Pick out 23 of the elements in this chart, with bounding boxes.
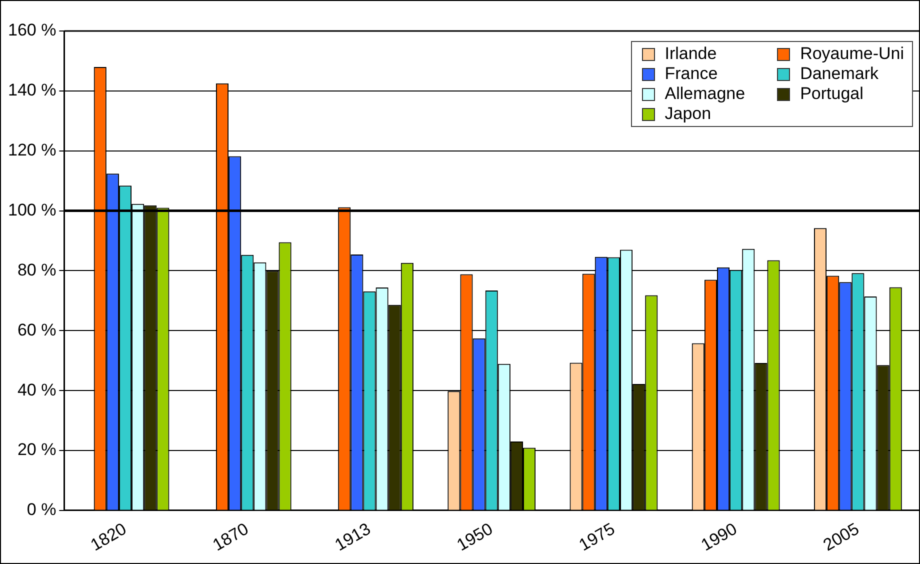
- y-tick-label: 0 %: [26, 500, 56, 520]
- x-tick-label: 1950: [454, 519, 496, 555]
- legend-label: Portugal: [799, 84, 864, 104]
- y-tick-label: 20 %: [17, 440, 56, 460]
- x-tick-label: 1820: [87, 519, 130, 555]
- x-tick-label: 1870: [209, 519, 252, 555]
- y-tick-label: 60 %: [17, 320, 56, 340]
- x-tick-label: 1990: [698, 519, 740, 555]
- legend-label: Allemagne: [664, 84, 746, 104]
- x-tick-label: 1913: [332, 519, 374, 555]
- y-tick-label: 160 %: [8, 20, 56, 40]
- legend-label: Royaume-Uni: [799, 44, 904, 64]
- y-tick-label: 100 %: [8, 200, 56, 220]
- legend-label: Japon: [664, 104, 712, 124]
- x-tick-label: 2005: [820, 519, 862, 555]
- x-tick-label: 1975: [576, 519, 618, 555]
- y-tick-label: 140 %: [8, 80, 56, 100]
- legend-label: Irlande: [664, 44, 718, 64]
- y-tick-label: 120 %: [8, 140, 56, 160]
- y-tick-label: 80 %: [17, 260, 56, 280]
- legend-label: Danemark: [799, 64, 880, 84]
- legend-label: France: [664, 64, 719, 84]
- y-tick-label: 40 %: [17, 380, 56, 400]
